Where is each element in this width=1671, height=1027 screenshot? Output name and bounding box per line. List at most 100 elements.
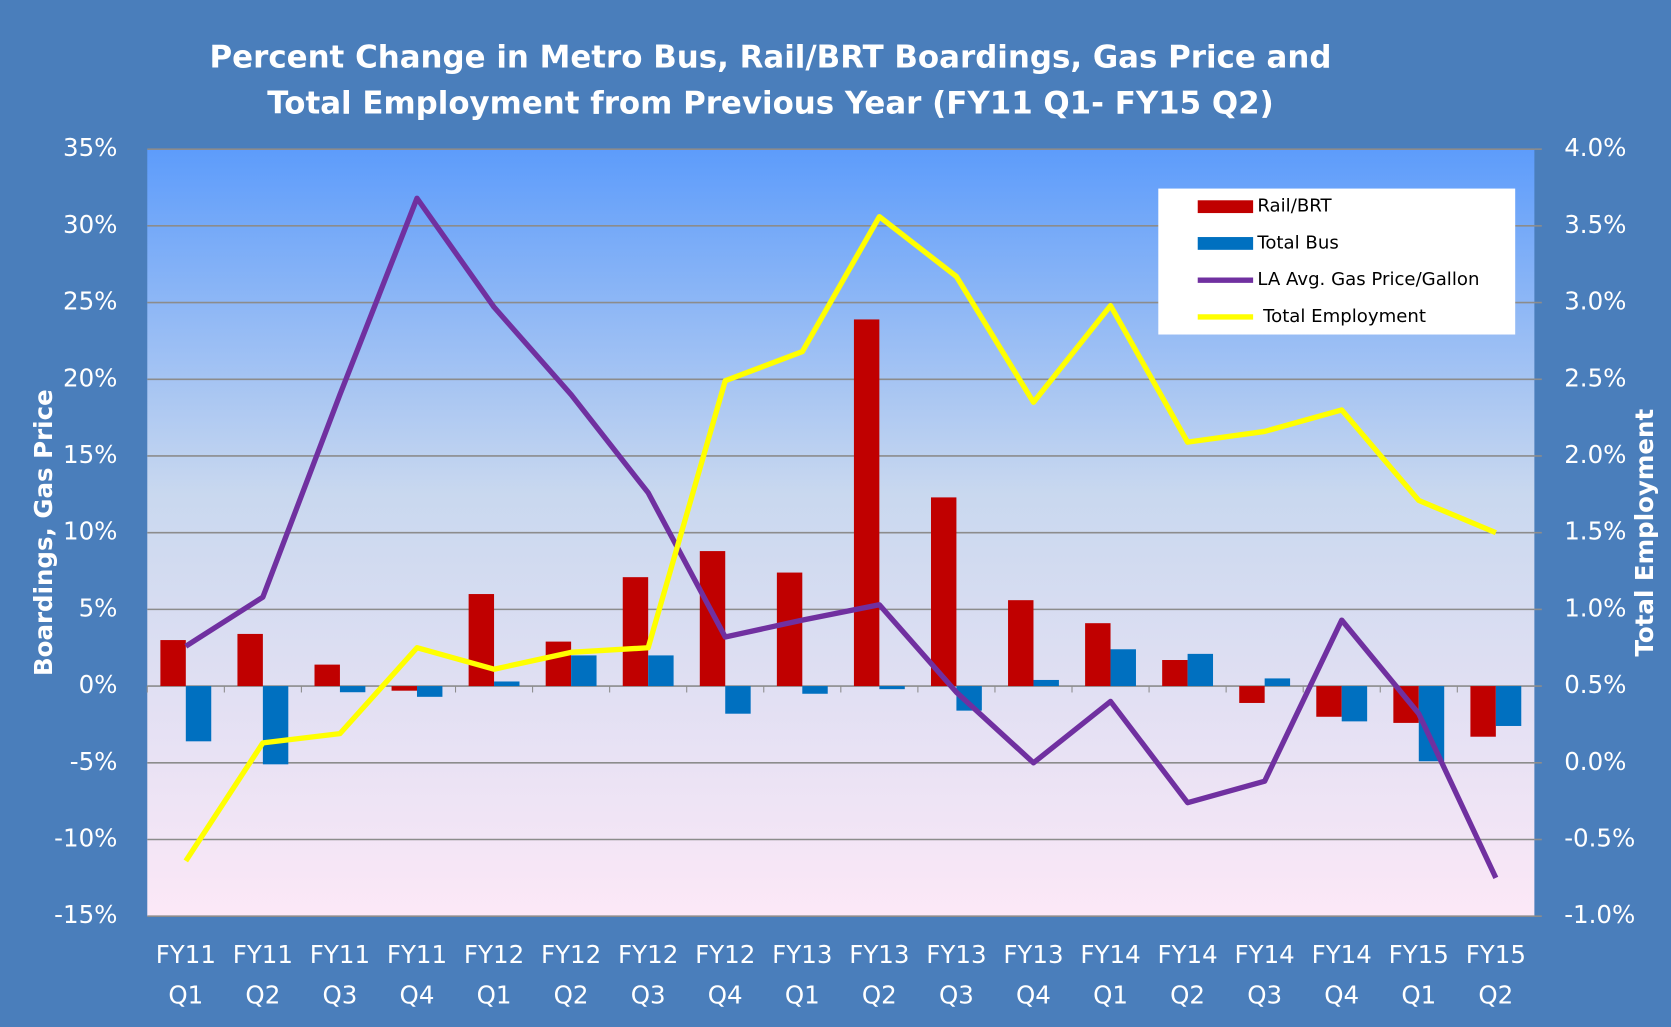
y2-tick-label: 1.0%: [1564, 593, 1626, 622]
y-tick-label: -5%: [70, 747, 118, 776]
bar: [468, 594, 495, 687]
bar: [416, 686, 443, 697]
y2-tick-label: 3.0%: [1564, 287, 1626, 316]
y-tick-label: 15%: [63, 440, 117, 469]
x-tick-label: FY14 Q2: [1157, 941, 1218, 1010]
x-tick-label-box: FY12 Q4: [695, 941, 756, 1010]
bar: [1341, 686, 1368, 722]
y-tick-label: 10%: [63, 517, 117, 546]
x-tick-label: FY12 Q4: [695, 941, 756, 1010]
x-tick-label: FY11 Q2: [232, 941, 293, 1010]
bar: [160, 640, 186, 687]
bar: [545, 641, 572, 687]
bar: [1316, 686, 1342, 717]
x-tick-label: FY13 Q4: [1003, 941, 1064, 1010]
legend-swatch: [1197, 200, 1254, 214]
x-tick-label: FY14 Q4: [1311, 941, 1372, 1010]
x-tick-label-box: FY15 Q2: [1465, 941, 1526, 1010]
bar: [802, 686, 828, 694]
legend-label: Rail/BRT: [1257, 196, 1332, 217]
x-tick-label-box: FY13 Q3: [926, 941, 987, 1010]
x-tick-label-box: FY13 Q1: [772, 941, 833, 1010]
y-tick-label: 0%: [79, 670, 118, 699]
bar: [494, 681, 520, 687]
bar: [237, 633, 263, 687]
y2-tick-label: 4.0%: [1564, 133, 1626, 162]
y-tick-label: 20%: [63, 363, 117, 392]
y2-tick-label: 2.5%: [1564, 363, 1626, 392]
bar: [339, 686, 366, 693]
y-tick-label: 35%: [63, 133, 117, 162]
x-tick-label: FY15 Q1: [1388, 941, 1449, 1010]
y-tick-label: -15%: [54, 900, 117, 929]
y2-tick-label: 0.0%: [1564, 747, 1626, 776]
x-tick-label: FY13 Q2: [849, 941, 910, 1010]
y-tick-label: -10%: [54, 823, 117, 852]
x-tick-label: FY12 Q1: [463, 941, 525, 1010]
x-tick-label: FY13 Q3: [926, 941, 987, 1010]
x-tick-label: FY15 Q2: [1465, 941, 1526, 1010]
x-tick-label: FY13 Q1: [772, 941, 833, 1010]
bar: [262, 686, 289, 765]
bar: [930, 497, 957, 687]
bar: [1162, 660, 1188, 687]
bar: [853, 319, 880, 687]
bar: [185, 686, 212, 742]
bar: [648, 655, 674, 687]
x-tick-label-box: FY14 Q2: [1157, 941, 1218, 1010]
bar: [1495, 686, 1522, 726]
x-tick-label-box: FY11 Q1: [155, 941, 216, 1010]
legend-swatch: [1197, 237, 1254, 250]
y2-tick-label: 1.5%: [1564, 517, 1626, 546]
y2-tick-label: 3.5%: [1564, 210, 1626, 239]
x-tick-label: FY12 Q3: [618, 941, 679, 1010]
y2-tick-label: 2.0%: [1564, 440, 1626, 469]
x-tick-label-box: FY12 Q1: [463, 941, 525, 1010]
x-tick-label-box: FY14 Q1: [1080, 941, 1141, 1010]
x-tick-label: FY12 Q2: [540, 941, 602, 1010]
y2-tick-label: -1.0%: [1564, 900, 1635, 929]
bar: [1110, 649, 1136, 687]
bar: [1239, 686, 1265, 703]
bar: [1187, 653, 1214, 687]
bar: [1033, 679, 1059, 687]
bar: [1264, 678, 1291, 687]
x-tick-label: FY11 Q4: [386, 941, 448, 1010]
legend-label: LA Avg. Gas Price/Gallon: [1257, 269, 1479, 290]
x-tick-label-box: FY11 Q2: [232, 941, 293, 1010]
y2-axis-label: Total Employment: [1630, 409, 1659, 657]
bar: [1008, 600, 1034, 687]
bar: [314, 664, 340, 687]
bar: [1085, 623, 1111, 687]
legend-label: Total Employment: [1257, 306, 1426, 327]
x-tick-label-box: FY11 Q4: [386, 941, 448, 1010]
y-tick-label: 30%: [63, 210, 117, 239]
y-tick-label: 5%: [79, 593, 118, 622]
x-tick-label: FY14 Q1: [1080, 941, 1141, 1010]
y-tick-label: 25%: [63, 287, 117, 316]
x-tick-label: FY14 Q3: [1234, 941, 1295, 1010]
x-tick-label-box: FY13 Q4: [1003, 941, 1064, 1010]
bar: [1470, 686, 1496, 737]
x-tick-label: FY11 Q3: [309, 941, 371, 1010]
bar: [391, 686, 417, 691]
bar: [622, 577, 649, 687]
x-tick-label-box: FY12 Q3: [618, 941, 679, 1010]
legend-label: Total Bus: [1256, 232, 1338, 253]
line: [184, 195, 1499, 879]
x-tick-label-box: FY12 Q2: [540, 941, 602, 1010]
x-tick-label: FY11 Q1: [155, 941, 216, 1010]
bar: [776, 572, 803, 687]
bar: [725, 686, 751, 714]
y-axis-label: Boardings, Gas Price: [29, 389, 58, 676]
x-tick-label-box: FY13 Q2: [849, 941, 910, 1010]
line: [183, 213, 1497, 863]
bar: [879, 686, 905, 690]
x-tick-label-box: FY15 Q1: [1388, 941, 1449, 1010]
x-tick-label-box: FY11 Q3: [309, 941, 371, 1010]
y2-tick-label: 0.5%: [1564, 670, 1626, 699]
bar: [571, 655, 597, 687]
chart-title: Percent Change in Metro Bus, Rail/BRT Bo…: [210, 39, 1332, 121]
x-tick-label-box: FY14 Q4: [1311, 941, 1372, 1010]
x-tick-label-box: FY14 Q3: [1234, 941, 1295, 1010]
